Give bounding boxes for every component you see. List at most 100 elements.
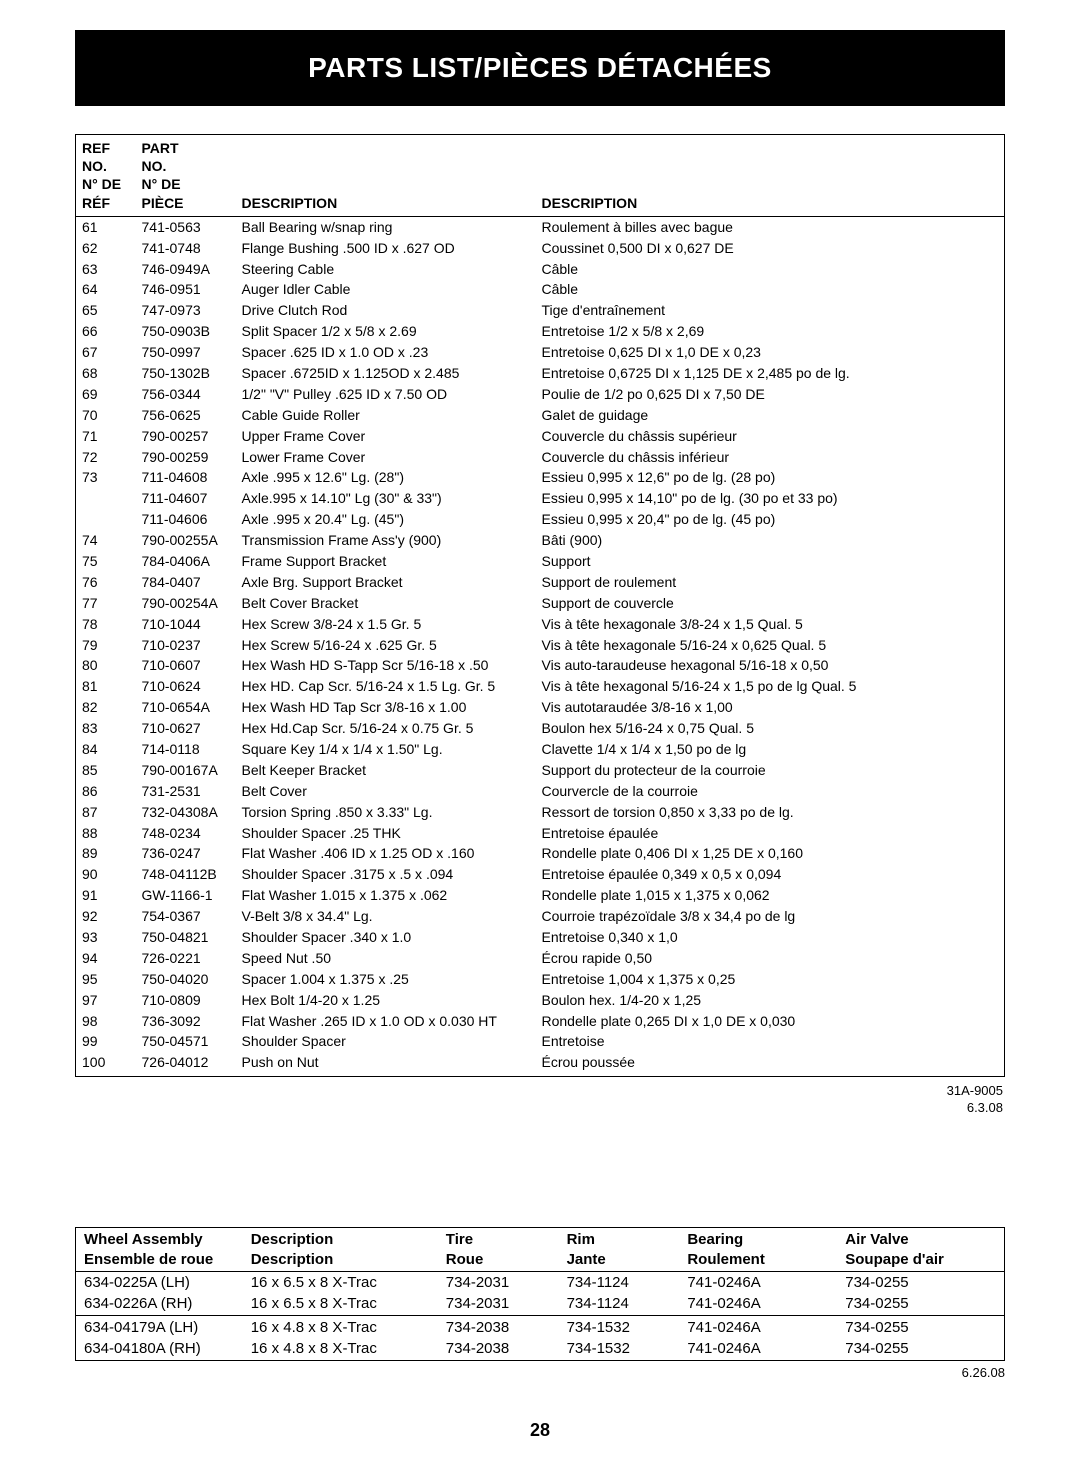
header-desc1: DESCRIPTION bbox=[236, 135, 536, 217]
page-number: 28 bbox=[75, 1420, 1005, 1441]
desc-en-cell: Lower Frame Cover bbox=[236, 447, 536, 468]
table-row: 83710-0627Hex Hd.Cap Scr. 5/16-24 x 0.75… bbox=[76, 718, 1005, 739]
wheel-cell: 741-0246A bbox=[679, 1293, 837, 1316]
desc-en-cell: Hex Bolt 1/4-20 x 1.25 bbox=[236, 990, 536, 1011]
desc-fr-cell: Poulie de 1/2 po 0,625 DI x 7,50 DE bbox=[536, 384, 1005, 405]
table-row: 70756-0625Cable Guide RollerGalet de gui… bbox=[76, 405, 1005, 426]
desc-fr-cell: Tige d'entraînement bbox=[536, 300, 1005, 321]
ref-cell: 86 bbox=[76, 781, 136, 802]
desc-en-cell: Push on Nut bbox=[236, 1052, 536, 1076]
ref-cell: 91 bbox=[76, 885, 136, 906]
table-row: 61741-0563Ball Bearing w/snap ringRoulem… bbox=[76, 216, 1005, 237]
hdr-text: PIÈCE bbox=[142, 194, 230, 212]
desc-fr-cell: Câble bbox=[536, 279, 1005, 300]
table-row: 71790-00257Upper Frame CoverCouvercle du… bbox=[76, 426, 1005, 447]
part-cell: 741-0748 bbox=[136, 238, 236, 259]
table-row: 90748-04112BShoulder Spacer .3175 x .5 x… bbox=[76, 864, 1005, 885]
part-cell: 750-1302B bbox=[136, 363, 236, 384]
part-cell: 726-0221 bbox=[136, 948, 236, 969]
table-row: 66750-0903BSplit Spacer 1/2 x 5/8 x 2.69… bbox=[76, 321, 1005, 342]
desc-en-cell: Axle.995 x 14.10" Lg (30" & 33") bbox=[236, 488, 536, 509]
table-row: 711-04606Axle .995 x 20.4" Lg. (45")Essi… bbox=[76, 509, 1005, 530]
wheel-cell: 16 x 6.5 x 8 X-Trac bbox=[243, 1272, 438, 1294]
table-row: 100726-04012Push on NutÉcrou poussée bbox=[76, 1052, 1005, 1076]
desc-fr-cell: Rondelle plate 0,406 DI x 1,25 DE x 0,16… bbox=[536, 843, 1005, 864]
part-cell: 710-0809 bbox=[136, 990, 236, 1011]
table-row: 634-0225A (LH)16 x 6.5 x 8 X-Trac734-203… bbox=[76, 1272, 1005, 1294]
hdr-text: Jante bbox=[567, 1251, 606, 1268]
wheel-cell: 734-0255 bbox=[837, 1338, 1004, 1361]
desc-en-cell: Axle .995 x 20.4" Lg. (45") bbox=[236, 509, 536, 530]
desc-en-cell: Flat Washer .406 ID x 1.25 OD x .160 bbox=[236, 843, 536, 864]
wheel-hdr-bearing: Bearing Roulement bbox=[679, 1228, 837, 1272]
part-cell: 790-00255A bbox=[136, 530, 236, 551]
part-cell: 736-3092 bbox=[136, 1011, 236, 1032]
ref-cell: 73 bbox=[76, 467, 136, 488]
ref-cell: 66 bbox=[76, 321, 136, 342]
hdr-text: PART bbox=[142, 139, 230, 157]
wheel-cell: 734-0255 bbox=[837, 1272, 1004, 1294]
wheel-cell: 741-0246A bbox=[679, 1338, 837, 1361]
part-cell: 756-0625 bbox=[136, 405, 236, 426]
table-row: 634-04179A (LH)16 x 4.8 x 8 X-Trac734-20… bbox=[76, 1316, 1005, 1339]
part-cell: 790-00254A bbox=[136, 593, 236, 614]
desc-en-cell: Spacer 1.004 x 1.375 x .25 bbox=[236, 969, 536, 990]
table-row: 91GW-1166-1Flat Washer 1.015 x 1.375 x .… bbox=[76, 885, 1005, 906]
desc-en-cell: Hex Screw 5/16-24 x .625 Gr. 5 bbox=[236, 635, 536, 656]
desc-en-cell: Axle Brg. Support Bracket bbox=[236, 572, 536, 593]
table-row: 98736-3092Flat Washer .265 ID x 1.0 OD x… bbox=[76, 1011, 1005, 1032]
wheel-cell: 734-2038 bbox=[438, 1338, 559, 1361]
hdr-text: Air Valve bbox=[845, 1231, 908, 1248]
hdr-text: Soupape d'air bbox=[845, 1251, 944, 1268]
desc-en-cell: Shoulder Spacer .340 x 1.0 bbox=[236, 927, 536, 948]
hdr-text: NO. bbox=[142, 157, 230, 175]
ref-cell: 72 bbox=[76, 447, 136, 468]
wheel-cell: 634-04180A (RH) bbox=[76, 1338, 243, 1361]
table-row: 89736-0247Flat Washer .406 ID x 1.25 OD … bbox=[76, 843, 1005, 864]
desc-en-cell: Spacer .6725ID x 1.125OD x 2.485 bbox=[236, 363, 536, 384]
page: PARTS LIST/PIÈCES DÉTACHÉES REF NO. N° D… bbox=[0, 0, 1080, 1481]
table-row: 74790-00255ATransmission Frame Ass'y (90… bbox=[76, 530, 1005, 551]
desc-en-cell: Spacer .625 ID x 1.0 OD x .23 bbox=[236, 342, 536, 363]
part-cell: 710-0624 bbox=[136, 676, 236, 697]
desc-en-cell: Transmission Frame Ass'y (900) bbox=[236, 530, 536, 551]
part-cell: GW-1166-1 bbox=[136, 885, 236, 906]
desc-fr-cell: Support de couvercle bbox=[536, 593, 1005, 614]
desc-fr-cell: Coussinet 0,500 DI x 0,627 DE bbox=[536, 238, 1005, 259]
desc-fr-cell: Entretoise 1/2 x 5/8 x 2,69 bbox=[536, 321, 1005, 342]
desc-fr-cell: Support bbox=[536, 551, 1005, 572]
desc-en-cell: Split Spacer 1/2 x 5/8 x 2.69 bbox=[236, 321, 536, 342]
part-cell: 750-04571 bbox=[136, 1031, 236, 1052]
part-cell: 710-0607 bbox=[136, 655, 236, 676]
part-cell: 732-04308A bbox=[136, 802, 236, 823]
desc-fr-cell: Support de roulement bbox=[536, 572, 1005, 593]
hdr-text: Roulement bbox=[687, 1251, 765, 1268]
wheel-cell: 734-1532 bbox=[559, 1338, 680, 1361]
table-row: 69756-03441/2" "V" Pulley .625 ID x 7.50… bbox=[76, 384, 1005, 405]
table-row: 73711-04608Axle .995 x 12.6" Lg. (28")Es… bbox=[76, 467, 1005, 488]
table-row: 64746-0951Auger Idler CableCâble bbox=[76, 279, 1005, 300]
ref-cell: 74 bbox=[76, 530, 136, 551]
part-cell: 750-04020 bbox=[136, 969, 236, 990]
wheel-cell: 734-1532 bbox=[559, 1316, 680, 1339]
hdr-text: Description bbox=[251, 1251, 334, 1268]
desc-en-cell: Frame Support Bracket bbox=[236, 551, 536, 572]
hdr-text: Rim bbox=[567, 1231, 595, 1248]
meta-text: 6.3.08 bbox=[967, 1100, 1003, 1115]
desc-fr-cell: Essieu 0,995 x 14,10" po de lg. (30 po e… bbox=[536, 488, 1005, 509]
wheel-cell: 734-2038 bbox=[438, 1316, 559, 1339]
table-row: 72790-00259Lower Frame CoverCouvercle du… bbox=[76, 447, 1005, 468]
part-cell: 790-00167A bbox=[136, 760, 236, 781]
table-row: 711-04607Axle.995 x 14.10" Lg (30" & 33"… bbox=[76, 488, 1005, 509]
part-cell: 747-0973 bbox=[136, 300, 236, 321]
table-row: 67750-0997Spacer .625 ID x 1.0 OD x .23E… bbox=[76, 342, 1005, 363]
table-row: 87732-04308ATorsion Spring .850 x 3.33" … bbox=[76, 802, 1005, 823]
part-cell: 790-00257 bbox=[136, 426, 236, 447]
wheel-hdr-assembly: Wheel Assembly Ensemble de roue bbox=[76, 1228, 243, 1272]
ref-cell: 80 bbox=[76, 655, 136, 676]
wheel-cell: 734-1124 bbox=[559, 1293, 680, 1316]
desc-fr-cell: Vis à tête hexagonale 5/16-24 x 0,625 Qu… bbox=[536, 635, 1005, 656]
wheel-cell: 741-0246A bbox=[679, 1272, 837, 1294]
desc-en-cell: Torsion Spring .850 x 3.33" Lg. bbox=[236, 802, 536, 823]
part-cell: 710-0627 bbox=[136, 718, 236, 739]
